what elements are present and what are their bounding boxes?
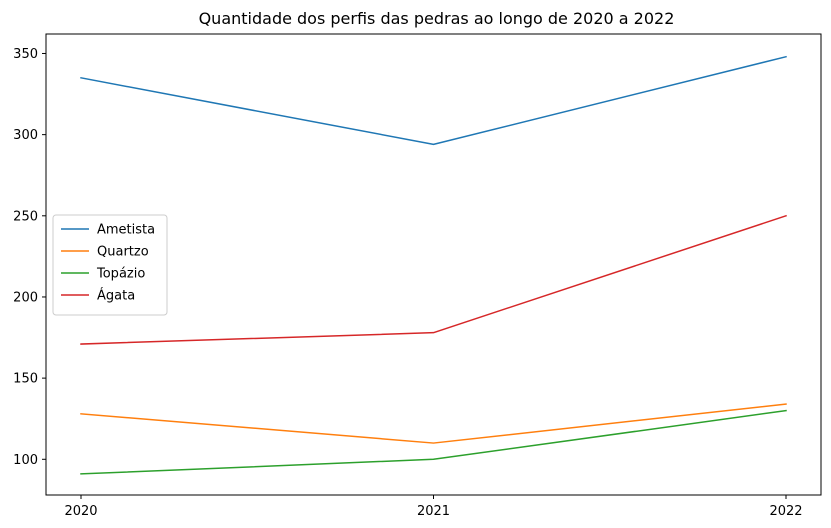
x-tick-label: 2021	[417, 504, 450, 519]
y-tick-label: 250	[13, 209, 38, 224]
y-tick-label: 100	[13, 453, 38, 468]
chart-title: Quantidade dos perfis das pedras ao long…	[199, 9, 675, 28]
series-line-3	[80, 409, 787, 475]
legend: Ametista Quartzo Topázio Ágata	[52, 214, 168, 316]
x-tick-label: 2022	[769, 504, 802, 519]
y-tick-label: 350	[13, 47, 38, 62]
series-line-4	[80, 214, 787, 345]
legend-label: Ametista	[97, 223, 155, 238]
x-tick-label: 2020	[64, 504, 97, 519]
x-axis: 2020 2021 2022	[64, 495, 803, 519]
series-layer	[80, 55, 787, 475]
series-line-1	[80, 55, 787, 146]
legend-label: Quartzo	[97, 245, 149, 260]
y-tick-label: 300	[13, 128, 38, 143]
y-tick-label: 200	[13, 290, 38, 305]
legend-box	[52, 214, 168, 316]
legend-label: Topázio	[96, 267, 145, 282]
y-axis: 100 150 200 250 300 350	[13, 47, 46, 468]
y-tick-label: 150	[13, 372, 38, 387]
series-line-2	[80, 403, 787, 444]
legend-label: Ágata	[97, 288, 135, 304]
